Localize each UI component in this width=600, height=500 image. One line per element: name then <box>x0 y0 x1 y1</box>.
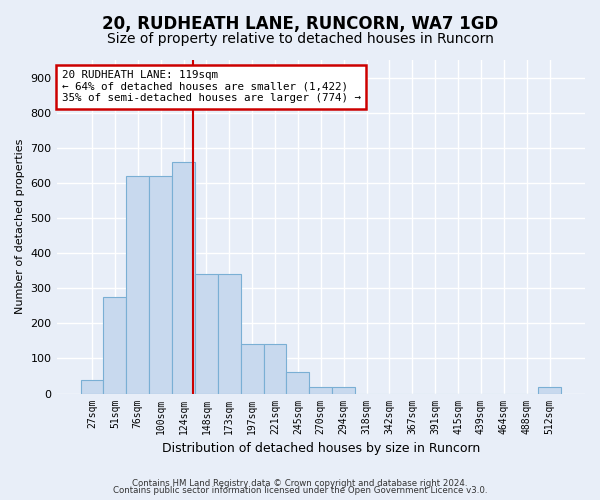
Bar <box>310 386 332 394</box>
Text: Contains HM Land Registry data © Crown copyright and database right 2024.: Contains HM Land Registry data © Crown c… <box>132 478 468 488</box>
Bar <box>332 386 355 394</box>
Bar <box>263 344 286 394</box>
Text: Contains public sector information licensed under the Open Government Licence v3: Contains public sector information licen… <box>113 486 487 495</box>
Bar <box>103 297 127 394</box>
Bar <box>218 274 241 394</box>
Bar <box>172 162 195 394</box>
Text: Size of property relative to detached houses in Runcorn: Size of property relative to detached ho… <box>107 32 493 46</box>
X-axis label: Distribution of detached houses by size in Runcorn: Distribution of detached houses by size … <box>161 442 480 455</box>
Bar <box>241 344 263 394</box>
Bar <box>286 372 310 394</box>
Bar <box>195 274 218 394</box>
Bar <box>538 386 561 394</box>
Bar <box>127 176 149 394</box>
Text: 20 RUDHEATH LANE: 119sqm
← 64% of detached houses are smaller (1,422)
35% of sem: 20 RUDHEATH LANE: 119sqm ← 64% of detach… <box>62 70 361 103</box>
Bar <box>149 176 172 394</box>
Text: 20, RUDHEATH LANE, RUNCORN, WA7 1GD: 20, RUDHEATH LANE, RUNCORN, WA7 1GD <box>102 15 498 33</box>
Bar <box>80 380 103 394</box>
Y-axis label: Number of detached properties: Number of detached properties <box>15 139 25 314</box>
